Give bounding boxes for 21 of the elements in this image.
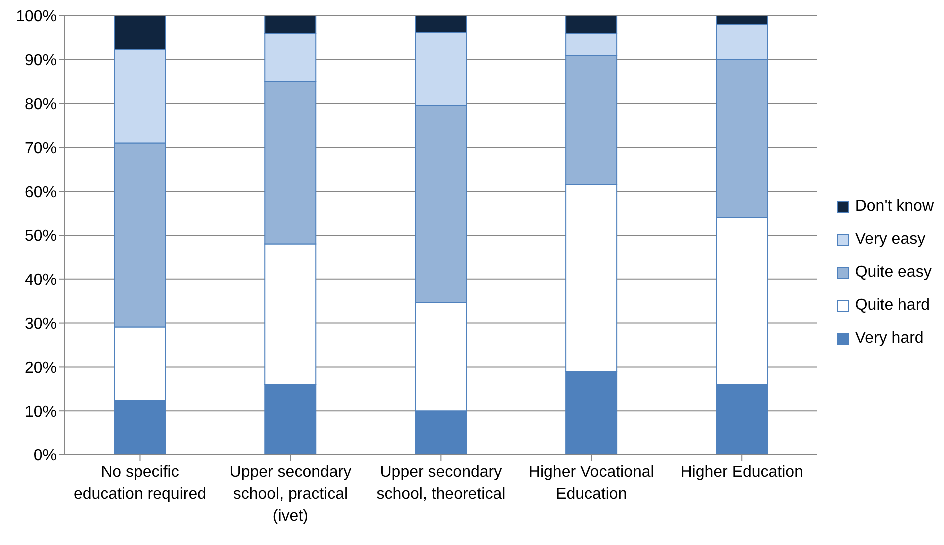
y-tick-label: 80% xyxy=(24,96,57,114)
y-tick-label: 50% xyxy=(24,228,57,246)
x-tick-label: Higher Vocational Education xyxy=(528,464,654,503)
legend-label: Don't know xyxy=(855,198,934,216)
y-tick-label: 30% xyxy=(24,316,57,333)
x-tick-label: No specific education required xyxy=(74,464,207,503)
x-tick-label: Higher Education xyxy=(680,464,804,481)
x-tick-label: Upper secondary school, theoretical xyxy=(376,464,506,503)
legend-label: Quite easy xyxy=(855,264,932,282)
y-tick-label: 0% xyxy=(34,448,57,465)
legend-label: Very easy xyxy=(855,230,926,248)
y-tick-label: 40% xyxy=(24,272,57,290)
y-tick-label: 70% xyxy=(24,140,57,158)
y-tick-label: 20% xyxy=(24,360,57,377)
y-tick-label: 60% xyxy=(24,184,57,202)
y-tick-label: 100% xyxy=(16,8,57,26)
y-tick-label: 10% xyxy=(24,404,57,421)
legend-label: Quite hard xyxy=(855,296,930,314)
x-tick-label: Upper secondary school, practical (ivet) xyxy=(230,464,352,525)
y-tick-label: 90% xyxy=(24,52,57,70)
legend-label: Very hard xyxy=(855,330,924,348)
